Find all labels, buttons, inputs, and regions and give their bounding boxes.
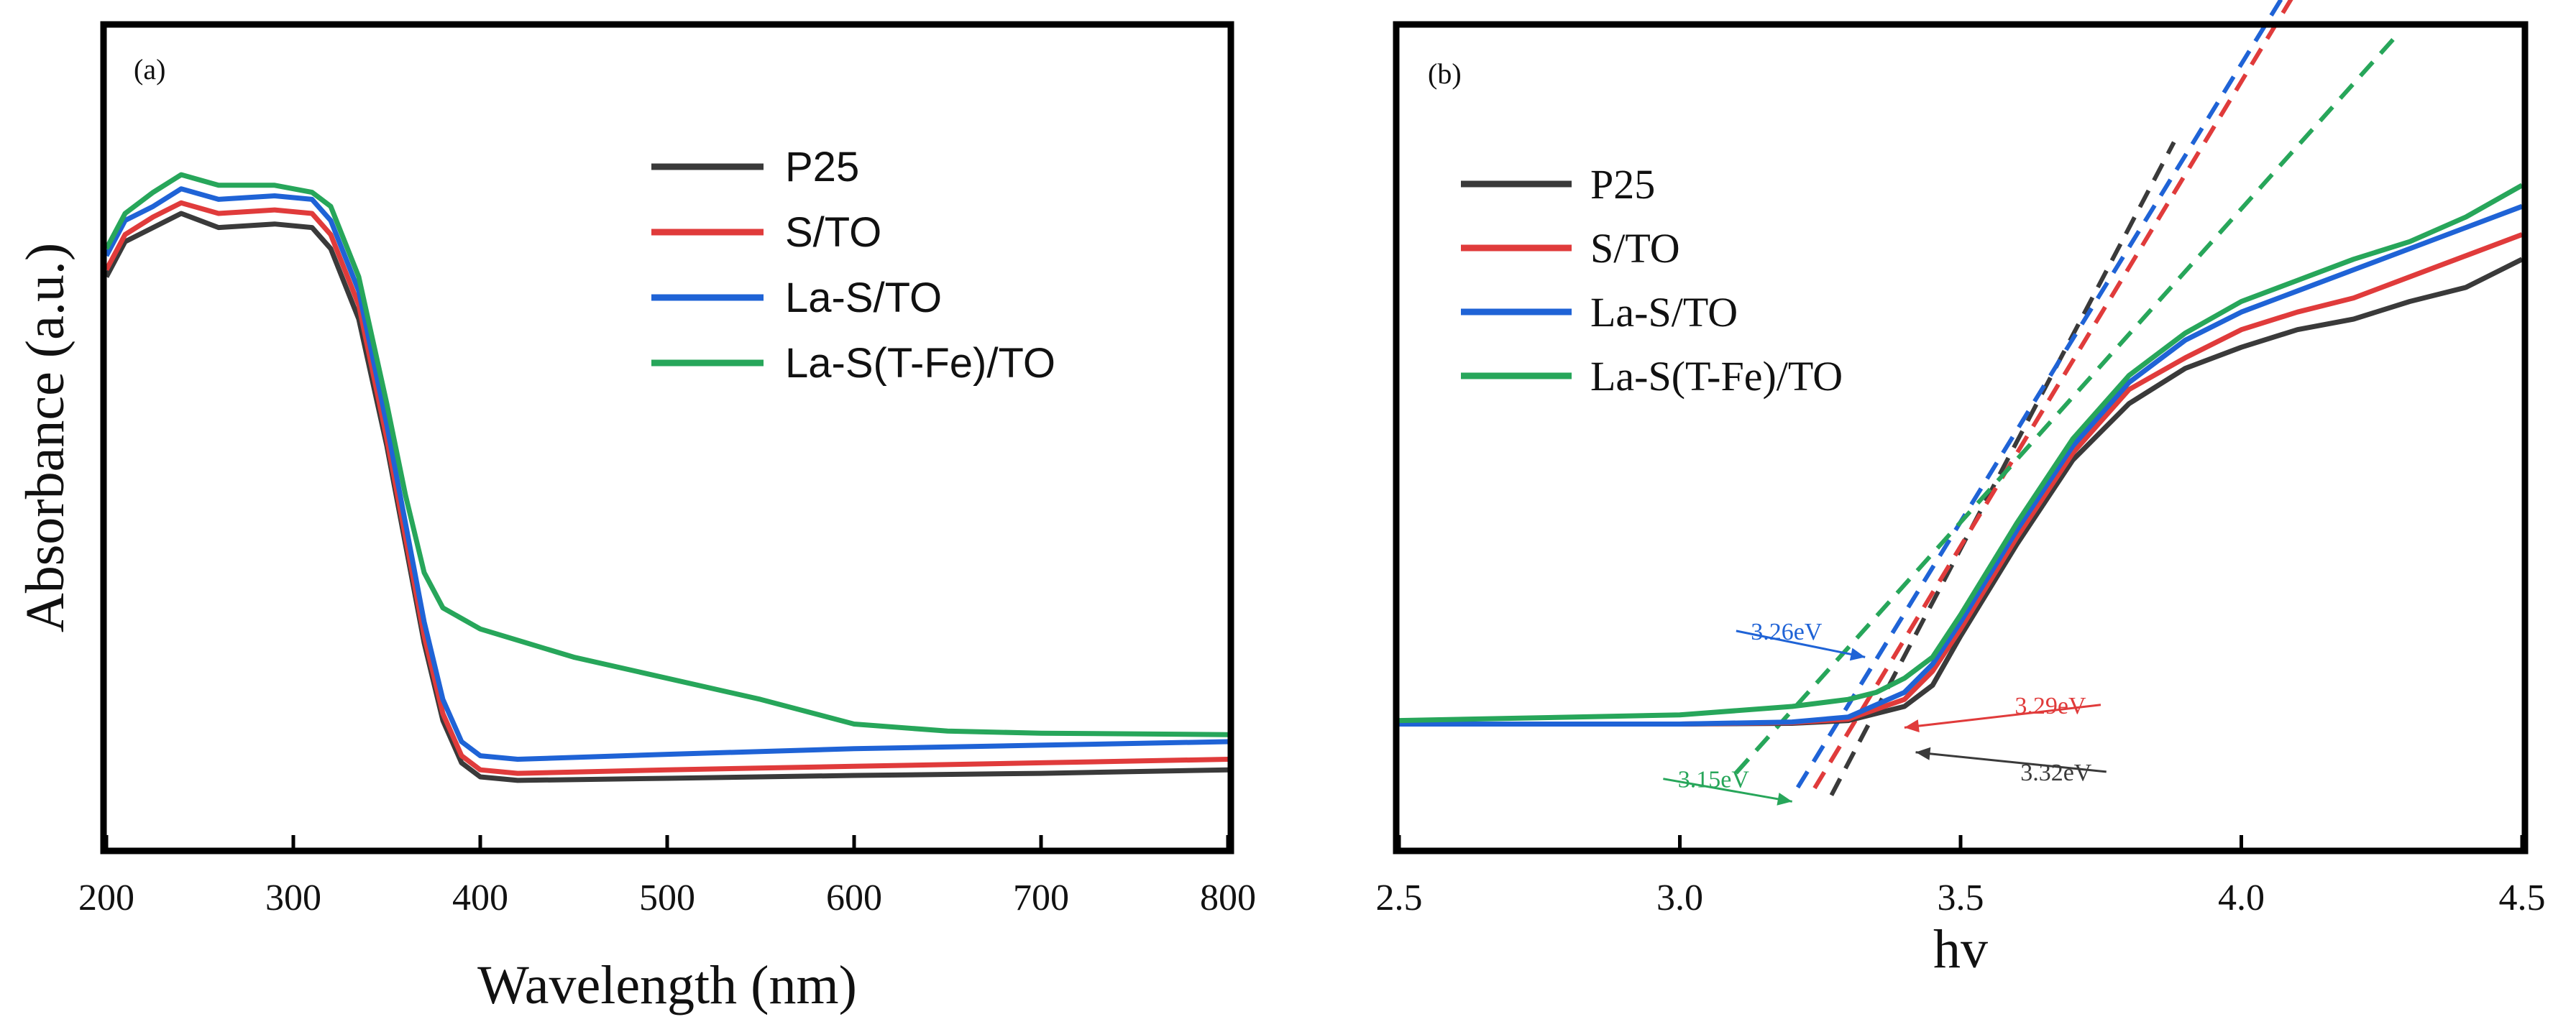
legend-label-a-3: La-S(T-Fe)/TO bbox=[785, 340, 1055, 387]
panel-a-x-ticks: 200 300 400 500 600 700 800 bbox=[78, 835, 1256, 918]
series-line-b-2 bbox=[1399, 203, 2524, 727]
panel-b-x-axis-title: hv bbox=[1933, 919, 1988, 980]
x-tick-label-b: 3.0 bbox=[1656, 877, 1703, 918]
bandgap-arrowhead-2 bbox=[1915, 747, 1931, 760]
panel-a: (a) 200 300 400 500 600 700 800 P25 S/TO La-S/TO… bbox=[15, 21, 1256, 1015]
series-line-b-0 bbox=[1399, 257, 2524, 727]
bandgap-arrowhead-3 bbox=[1777, 792, 1792, 806]
bandgap-arrow-1 bbox=[1904, 704, 2101, 729]
panel-b-x-ticks: 2.5 3.0 3.5 4.0 4.5 bbox=[1376, 835, 2546, 918]
x-tick-label-a: 500 bbox=[639, 877, 695, 918]
panel-b-label: (b) bbox=[1428, 57, 1462, 90]
tangent-line-0 bbox=[1829, 141, 2176, 796]
bandgap-arrowhead-0 bbox=[1849, 648, 1866, 661]
series-line-a-2 bbox=[104, 186, 1229, 762]
x-tick-label-b: 3.5 bbox=[1938, 877, 1984, 918]
tangent-line-1 bbox=[1812, 0, 2293, 790]
legend-label-b-0: P25 bbox=[1590, 161, 1655, 208]
series-line-b-1 bbox=[1399, 232, 2524, 727]
bandgap-label-3: 3.15eV bbox=[1678, 767, 1750, 793]
legend-label-a-1: S/TO bbox=[785, 209, 881, 256]
panel-b-frame bbox=[1393, 21, 2529, 854]
bandgap-label-1: 3.29eV bbox=[2014, 693, 2086, 719]
x-tick-label-a: 200 bbox=[78, 877, 134, 918]
panel-a-x-axis-title: Wavelength (nm) bbox=[477, 955, 857, 1015]
x-tick-label-b: 4.0 bbox=[2218, 877, 2265, 918]
panel-b-legend: P25 S/TO La-S/TO La-S(T-Fe)/TO bbox=[1461, 161, 1843, 400]
x-tick-label-b: 4.5 bbox=[2499, 877, 2546, 918]
panel-a-frame bbox=[100, 21, 1234, 854]
bandgap-arrowhead-1 bbox=[1904, 719, 1920, 733]
legend-label-b-1: S/TO bbox=[1590, 225, 1680, 272]
tangent-line-2 bbox=[1795, 0, 2283, 789]
tangent-line-3 bbox=[1734, 32, 2401, 775]
panel-a-y-axis-title: Absorbance (a.u.) bbox=[15, 243, 75, 632]
x-tick-label-a: 800 bbox=[1200, 877, 1256, 918]
bandgap-arrow-0 bbox=[1736, 630, 1866, 658]
x-tick-label-b: 2.5 bbox=[1376, 877, 1423, 918]
series-line-a-1 bbox=[104, 200, 1229, 776]
panel-b-series bbox=[1398, 183, 2524, 727]
x-tick-label-a: 600 bbox=[826, 877, 882, 918]
x-tick-label-a: 300 bbox=[265, 877, 321, 918]
legend-label-a-0: P25 bbox=[785, 144, 859, 190]
bandgap-arrow-3 bbox=[1663, 778, 1792, 803]
legend-label-b-2: La-S/TO bbox=[1590, 289, 1738, 336]
legend-label-b-3: La-S(T-Fe)/TO bbox=[1590, 353, 1843, 400]
series-line-a-3 bbox=[104, 172, 1229, 737]
panel-a-series bbox=[104, 172, 1229, 783]
panel-a-legend: P25 S/TO La-S/TO La-S(T-Fe)/TO bbox=[651, 144, 1055, 387]
x-tick-label-a: 400 bbox=[452, 877, 508, 918]
bandgap-arrow-2 bbox=[1915, 751, 2107, 773]
legend-label-a-2: La-S/TO bbox=[785, 275, 942, 321]
panel-a-label: (a) bbox=[134, 53, 165, 86]
series-line-b-3 bbox=[1398, 183, 2524, 724]
x-tick-label-a: 700 bbox=[1013, 877, 1069, 918]
